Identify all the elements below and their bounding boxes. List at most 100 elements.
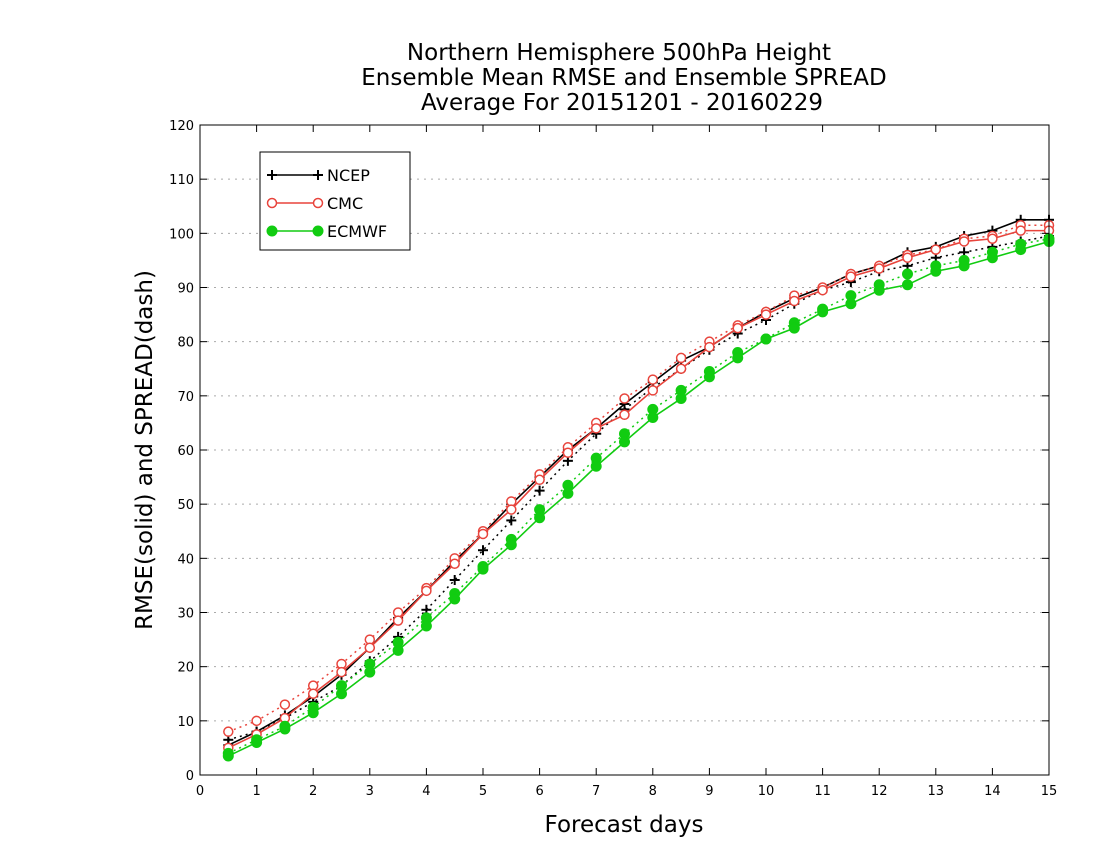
series-ecmwf-rmse-point <box>873 284 885 296</box>
series-ecmwf-spread-line <box>227 238 1050 755</box>
y-tick-label: 20 <box>177 661 194 676</box>
series-cmc-rmse-point <box>336 666 347 678</box>
series-ecmwf-rmse-point <box>336 688 347 700</box>
grid-lines <box>200 178 1049 722</box>
series-cmc-rmse-point <box>675 363 687 374</box>
series-cmc-rmse-point <box>421 585 432 597</box>
series-ecmwf-rmse-point <box>902 279 913 291</box>
series-ecmwf-rmse-point <box>1015 244 1027 256</box>
series-cmc-spread-point <box>251 715 262 727</box>
series-ecmwf <box>222 233 1055 762</box>
series-ecmwf-rmse-point <box>222 750 234 762</box>
y-tick-label: 30 <box>177 607 194 622</box>
legend-marker <box>312 197 324 209</box>
series-ncep-spread-point <box>478 545 488 556</box>
y-tick-label: 0 <box>186 769 194 784</box>
legend-label-ecmwf: ECMWF <box>327 222 387 241</box>
x-tick-label: 0 <box>196 784 204 799</box>
legend-entries: NCEP CMC ECMWF <box>266 166 387 241</box>
x-tick-label: 5 <box>479 784 487 799</box>
x-tick-label: 11 <box>814 784 831 799</box>
series-ecmwf-rmse-point <box>817 306 829 318</box>
chart-title-line-2: Ensemble Mean RMSE and Ensemble SPREAD <box>361 65 886 91</box>
series-ecmwf-rmse-point <box>279 723 291 735</box>
x-tick-label: 6 <box>535 784 543 799</box>
legend-item-ncep: NCEP <box>267 166 370 185</box>
series-cmc-rmse-point <box>817 284 828 296</box>
x-tick-label: 2 <box>309 784 317 799</box>
y-tick-label: 100 <box>169 227 194 242</box>
legend-label-ncep: NCEP <box>327 166 370 185</box>
y-tick-label: 90 <box>177 282 194 297</box>
series-cmc-rmse-point <box>732 322 743 334</box>
series-cmc-rmse-point <box>987 233 998 244</box>
x-axis: 0 1 2 3 4 5 6 7 8 9 10 11 12 13 14 15 <box>196 125 1057 799</box>
series-cmc-rmse-point <box>845 271 857 282</box>
x-tick-label: 14 <box>984 784 1001 799</box>
series-ecmwf-rmse-point <box>986 252 998 264</box>
series-ecmwf-spread-point <box>902 268 913 280</box>
chart-title-line-1: Northern Hemisphere 500hPa Height <box>407 40 831 66</box>
series-ecmwf-rmse-point <box>788 322 800 334</box>
series-ecmwf-rmse-point <box>505 539 517 551</box>
series-ecmwf-rmse-point <box>392 644 404 656</box>
series-ncep-spread-point <box>449 575 460 585</box>
series-cmc-rmse-point <box>590 423 602 434</box>
series-ecmwf-rmse-point <box>420 620 432 632</box>
y-tick-label: 10 <box>177 715 194 730</box>
series-ecmwf-rmse-point <box>590 460 602 472</box>
series-ecmwf-rmse-point <box>307 707 319 719</box>
series-cmc-rmse-point <box>789 295 800 307</box>
y-tick-label: 60 <box>177 444 194 459</box>
series-ncep-spread-point <box>534 485 545 496</box>
series-cmc-rmse-point <box>307 688 319 699</box>
legend-marker <box>267 170 277 180</box>
series-cmc-rmse-point <box>647 385 659 396</box>
series-cmc <box>223 219 1055 754</box>
series-ecmwf-rmse-point <box>449 593 461 605</box>
series-cmc-spread-point <box>279 699 291 710</box>
series-ecmwf-rmse-point <box>364 666 376 678</box>
x-tick-label: 10 <box>758 784 775 799</box>
series-ecmwf-rmse-point <box>845 298 857 310</box>
series-cmc-rmse-point <box>902 252 913 263</box>
series-cmc-rmse-point <box>958 236 970 247</box>
legend-marker <box>266 197 278 209</box>
series-ecmwf-rmse-point <box>958 260 970 272</box>
legend-marker <box>313 170 323 180</box>
y-axis-label: RMSE(solid) and SPREAD(dash) <box>132 270 158 630</box>
series-cmc-rmse-point <box>760 309 772 320</box>
x-tick-label: 3 <box>366 784 374 799</box>
legend-item-ecmwf: ECMWF <box>266 222 387 241</box>
series-cmc-rmse-point <box>619 409 630 421</box>
y-tick-label: 80 <box>177 336 194 351</box>
series-ecmwf-rmse-point <box>534 512 546 524</box>
legend-box <box>259 151 411 251</box>
series-ncep <box>223 214 1054 751</box>
series-cmc-rmse-point <box>534 474 545 486</box>
series-cmc-rmse-point <box>562 447 574 458</box>
x-tick-label: 15 <box>1041 784 1058 799</box>
y-tick-label: 120 <box>169 119 194 134</box>
series-cmc-rmse-point <box>364 642 376 653</box>
series-cmc-rmse-point <box>477 528 489 540</box>
series-cmc-rmse-point <box>1015 225 1026 236</box>
x-tick-label: 4 <box>422 784 430 799</box>
legend-item-cmc: CMC <box>266 194 363 213</box>
series-cmc-spread-point <box>619 393 630 404</box>
series-cmc-spread-point <box>675 352 687 364</box>
series-cmc-rmse-point <box>930 244 942 255</box>
series-ecmwf-rmse-point <box>619 436 630 448</box>
y-tick-label: 110 <box>169 173 194 188</box>
series-ncep-rmse-line <box>227 218 1049 746</box>
legend-marker <box>312 225 324 237</box>
legend-marker <box>266 225 278 237</box>
x-axis-label: Forecast days <box>545 812 704 838</box>
x-tick-label: 7 <box>592 784 600 799</box>
series-cmc-rmse-line <box>227 229 1049 749</box>
series-ecmwf-rmse-point <box>562 487 574 499</box>
series-cmc-rmse-point <box>873 263 885 274</box>
series-ecmwf-rmse-point <box>647 412 659 423</box>
series-ecmwf-rmse-point <box>251 737 263 748</box>
